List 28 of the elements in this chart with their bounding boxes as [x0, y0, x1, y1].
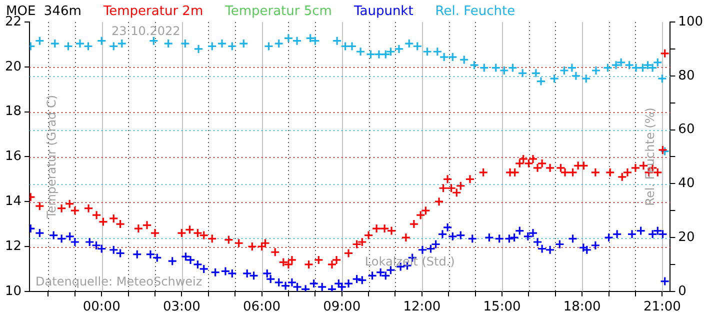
y-axis-title: Temperatur (Grad C): [44, 94, 59, 220]
y-tick-label: 20: [4, 59, 22, 74]
text: Rel. Feuchte: [435, 4, 516, 19]
y2-tick-label: 100: [678, 14, 704, 30]
y2-tick-label: 80: [678, 68, 695, 84]
y2-tick-label: 60: [678, 122, 695, 138]
annotation: Datenquelle: MeteoSchweiz: [36, 274, 202, 288]
y2-axis-title: Rel. Feuchte (%): [643, 108, 658, 206]
y-tick-label: 12: [4, 238, 22, 254]
y2-tick-label: 40: [678, 176, 695, 192]
y2-tick-label: 0: [678, 284, 686, 299]
annotation: 23.10.2022: [112, 24, 180, 38]
x-tick-label: 09:00: [323, 300, 361, 315]
text: Taupunkt: [352, 4, 414, 19]
y-tick-label: 16: [4, 149, 22, 164]
text: Temperatur 2m: [102, 4, 204, 19]
legend-label: Temperatur 5cm: [224, 4, 332, 19]
x-tick-label: 00:00: [82, 300, 120, 315]
x-tick-label: 21:00: [643, 300, 681, 315]
y2-tick-label: 20: [678, 230, 695, 245]
x-tick-label: 06:00: [243, 300, 281, 315]
y-tick-label: 18: [4, 104, 22, 120]
y-tick-label: 14: [4, 194, 22, 209]
x-tick-label: 15:00: [483, 300, 521, 315]
x-tick-label: 03:00: [162, 300, 200, 315]
y-tick-label: 10: [4, 284, 22, 299]
x-tick-label: 18:00: [563, 300, 601, 315]
x-tick-label: 12:00: [403, 300, 441, 315]
